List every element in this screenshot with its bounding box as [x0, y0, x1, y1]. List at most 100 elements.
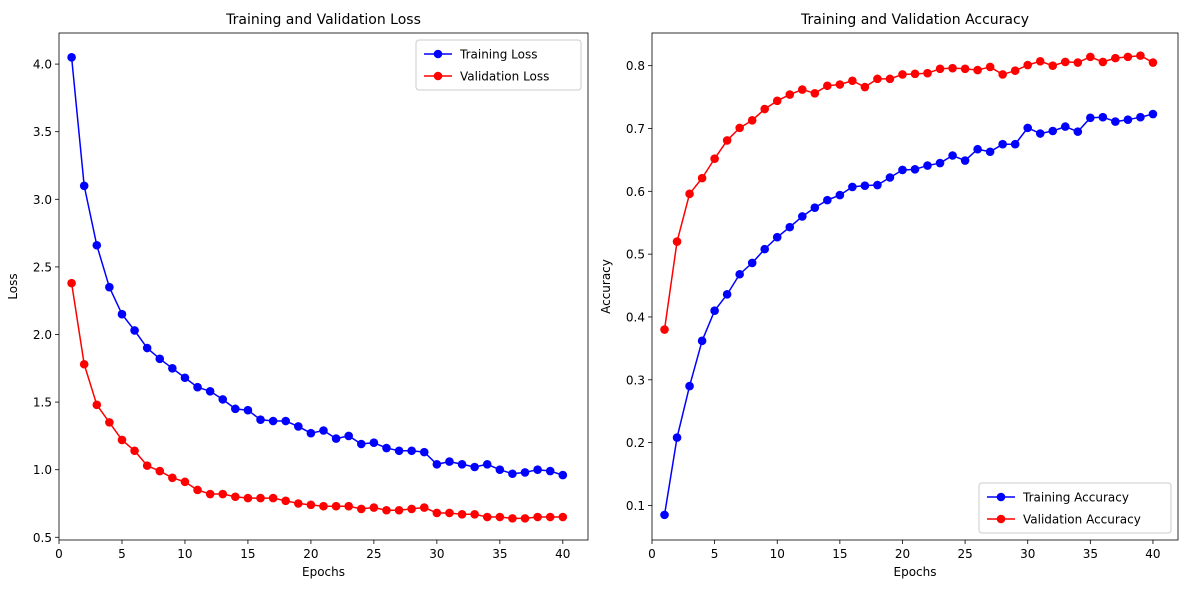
validation-loss-point	[105, 418, 114, 427]
training-accuracy-point	[697, 336, 707, 346]
validation-accuracy-point	[848, 76, 857, 86]
validation-loss-point	[180, 477, 190, 487]
accuracy-x-axis-label: Epochs	[894, 565, 937, 579]
training-loss-point	[369, 438, 379, 447]
validation-loss-point	[281, 496, 291, 506]
loss-y-tick-label: 1.0	[33, 463, 52, 477]
training-accuracy-point	[1086, 113, 1095, 123]
training-accuracy-point	[810, 203, 820, 212]
training-accuracy-point	[1060, 122, 1070, 131]
loss-chart: Training and Validation Loss 0 5 10 15 20 25 30…	[6, 12, 589, 579]
training-loss-point	[508, 469, 517, 479]
training-loss-point	[382, 443, 391, 453]
training-loss-point	[130, 326, 139, 335]
training-accuracy-point	[948, 151, 957, 160]
loss-y-tick-label: 2.5	[33, 260, 52, 274]
accuracy-y-tick-label: 0.1	[626, 499, 645, 513]
training-loss-point	[67, 53, 76, 62]
validation-accuracy-point	[860, 82, 870, 92]
loss-x-tick-label: 10	[177, 547, 192, 561]
validation-accuracy-point	[785, 90, 795, 99]
training-accuracy-point	[860, 181, 870, 190]
validation-accuracy-point	[898, 70, 907, 79]
training-accuracy-point	[760, 244, 770, 254]
training-loss-point	[231, 404, 240, 414]
validation-accuracy-point	[1123, 52, 1133, 62]
training-loss-point	[445, 457, 454, 466]
validation-loss-point	[268, 493, 278, 503]
accuracy-x-tick-label: 20	[895, 547, 910, 561]
validation-accuracy-point	[948, 63, 957, 73]
training-loss-point	[407, 446, 416, 456]
validation-loss-point	[457, 510, 467, 519]
validation-accuracy-point	[672, 237, 682, 246]
loss-x-tick-label: 15	[240, 547, 255, 561]
training-accuracy-point	[772, 232, 782, 242]
training-accuracy-point	[1010, 139, 1020, 149]
validation-accuracy-point	[760, 104, 770, 114]
validation-accuracy-point	[697, 173, 707, 183]
loss-y-tick-label: 3.5	[33, 125, 52, 139]
loss-y-tick-label: 3.0	[33, 193, 52, 207]
validation-loss-point	[306, 500, 316, 510]
loss-x-tick-label: 20	[303, 547, 318, 561]
training-loss-point	[79, 181, 89, 191]
validation-loss-point	[533, 512, 542, 522]
validation-accuracy-point	[1111, 53, 1120, 63]
validation-accuracy-point	[1060, 57, 1070, 67]
validation-loss-point	[344, 501, 353, 511]
training-loss-point	[268, 416, 278, 426]
validation-loss-point	[356, 504, 366, 514]
validation-accuracy-point	[735, 123, 744, 133]
training-accuracy-legend-marker	[996, 492, 1006, 502]
loss-y-tick-label: 0.5	[33, 531, 52, 545]
training-accuracy-point	[1035, 129, 1045, 138]
validation-accuracy-point	[797, 85, 807, 94]
loss-y-axis-label: Loss	[6, 273, 20, 299]
training-accuracy-point	[1048, 126, 1058, 136]
loss-x-tick-label: 5	[118, 547, 126, 561]
validation-loss-line	[70, 283, 563, 520]
training-accuracy-point	[672, 433, 682, 442]
validation-loss-legend-label: Validation Loss	[460, 70, 549, 84]
validation-accuracy-point	[935, 64, 945, 74]
loss-legend: Training Loss Validation Loss	[415, 39, 582, 91]
validation-loss-point	[79, 359, 89, 369]
validation-loss-point	[508, 514, 517, 523]
training-accuracy-point	[797, 212, 807, 221]
training-accuracy-point	[1023, 123, 1033, 133]
training-loss-point	[205, 386, 215, 396]
validation-loss-point	[231, 492, 240, 502]
validation-loss-point	[369, 503, 379, 512]
training-loss-point	[243, 405, 253, 415]
loss-x-tick-label: 25	[366, 547, 381, 561]
validation-accuracy-legend-marker	[996, 514, 1006, 524]
loss-plot-frame	[58, 32, 589, 541]
validation-loss-point	[193, 485, 202, 495]
validation-loss-point	[545, 512, 555, 522]
validation-loss-point	[445, 508, 454, 518]
accuracy-y-tick-label: 0.5	[626, 248, 645, 262]
training-loss-point	[256, 415, 265, 424]
validation-accuracy-point	[960, 64, 970, 74]
validation-accuracy-point	[1073, 58, 1083, 67]
validation-accuracy-point	[1010, 66, 1020, 75]
training-loss-point	[92, 240, 102, 250]
training-accuracy-point	[935, 158, 945, 168]
training-loss-point	[520, 468, 530, 477]
validation-loss-point	[294, 499, 303, 508]
training-accuracy-point	[1136, 112, 1145, 122]
validation-accuracy-point	[823, 81, 832, 91]
training-loss-point	[294, 422, 303, 431]
training-accuracy-point	[985, 147, 995, 157]
validation-loss-point	[470, 510, 479, 519]
validation-accuracy-point	[1023, 60, 1033, 70]
accuracy-x-tick-label: 15	[832, 547, 847, 561]
validation-accuracy-point	[998, 70, 1007, 79]
training-accuracy-point	[885, 173, 895, 182]
accuracy-y-tick-label: 0.2	[626, 436, 645, 450]
validation-accuracy-point	[1098, 57, 1108, 67]
loss-y-tick-label: 1.5	[33, 396, 52, 410]
loss-legend-box	[415, 39, 582, 91]
